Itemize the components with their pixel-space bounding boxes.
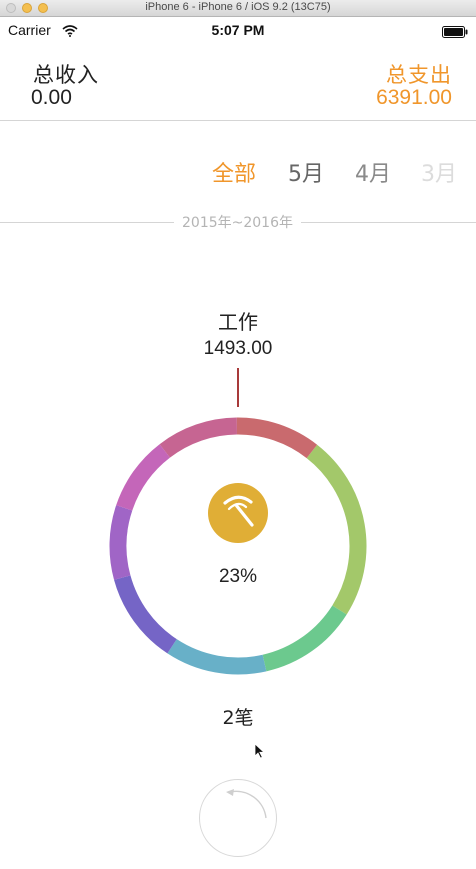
close-window-button[interactable] <box>6 3 16 13</box>
donut-segment-1[interactable] <box>306 444 367 615</box>
donut-segment-8[interactable] <box>236 417 318 459</box>
battery-icon <box>442 25 468 43</box>
rotate-chart-button[interactable] <box>199 779 277 857</box>
simulator-title: iPhone 6 - iPhone 6 / iOS 9.2 (13C75) <box>145 1 331 13</box>
donut-segment-6[interactable] <box>116 444 171 511</box>
wifi-icon <box>62 24 78 42</box>
expense-value: 6391.00 <box>376 86 452 109</box>
simulator-titlebar: iPhone 6 - iPhone 6 / iOS 9.2 (13C75) <box>0 0 476 17</box>
minimize-window-button[interactable] <box>22 3 32 13</box>
year-range-line-right <box>301 222 476 223</box>
donut-segment-4[interactable] <box>114 575 177 654</box>
zoom-window-button[interactable] <box>38 3 48 13</box>
tab-may[interactable]: 5月 <box>288 162 324 187</box>
selected-category-name: 工作 <box>218 310 258 334</box>
tab-all[interactable]: 全部 <box>212 162 257 187</box>
year-range-line-left <box>0 222 174 223</box>
status-time: 5:07 PM <box>211 22 265 38</box>
donut-segment-7[interactable] <box>159 417 238 458</box>
summary-divider <box>0 120 476 121</box>
expense-label: 总支出 <box>386 63 452 87</box>
selected-category-percent: 23% <box>218 566 258 587</box>
status-bar: Carrier 5:07 PM <box>0 17 476 45</box>
selected-category-count: 2笔 <box>222 707 254 729</box>
tab-march[interactable]: 3月 <box>421 162 457 187</box>
tab-april[interactable]: 4月 <box>355 162 391 187</box>
selected-category-amount: 1493.00 <box>203 338 273 359</box>
income-value: 0.00 <box>31 86 72 109</box>
income-label: 总收入 <box>33 63 99 87</box>
selection-pointer-line <box>237 368 239 407</box>
pickaxe-icon[interactable] <box>208 483 268 543</box>
donut-segment-3[interactable] <box>167 639 267 675</box>
mouse-cursor-icon <box>254 743 266 763</box>
carrier-label: Carrier <box>8 22 51 38</box>
year-range-label: 2015年~2016年 <box>182 215 293 231</box>
rotate-icon <box>226 789 267 819</box>
donut-segment-2[interactable] <box>262 605 347 672</box>
donut-segment-5[interactable] <box>109 505 133 580</box>
